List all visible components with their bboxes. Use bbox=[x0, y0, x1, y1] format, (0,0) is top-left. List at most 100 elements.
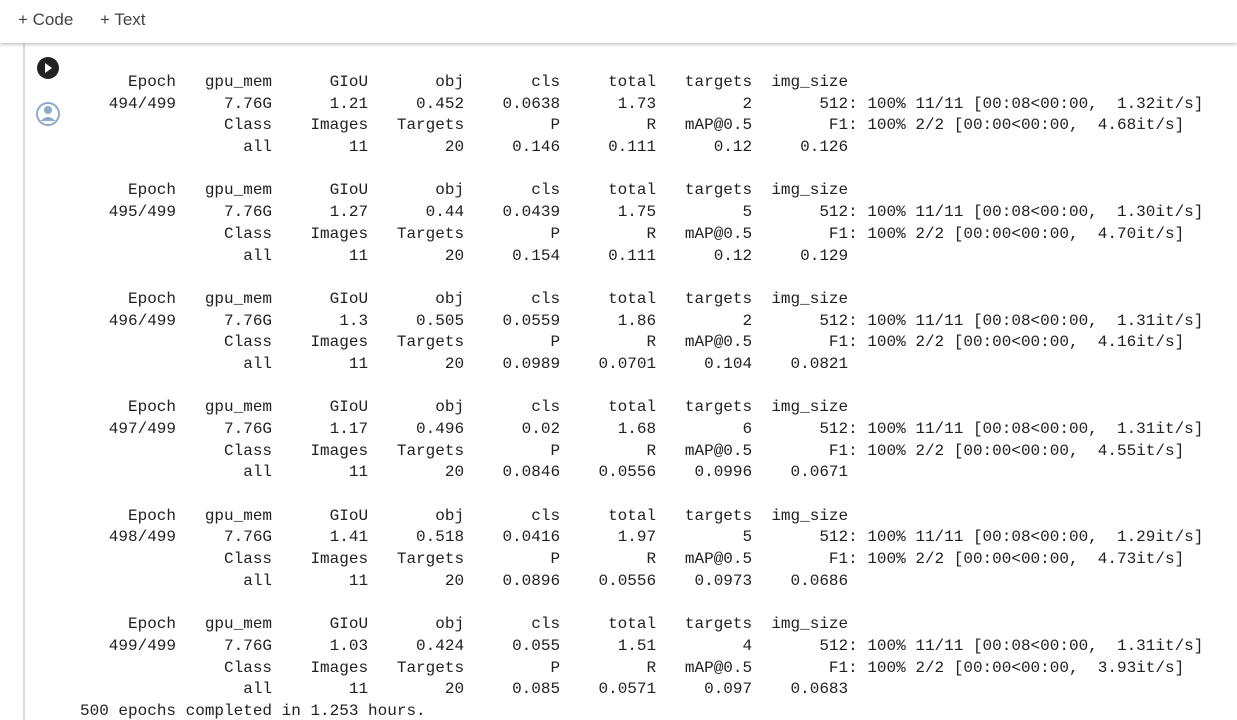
val-results-cell: 11 bbox=[348, 680, 369, 699]
train-stats-cell: 0.02 bbox=[521, 420, 561, 438]
train-header-cell: Epoch bbox=[128, 181, 177, 200]
val-results-cell: 0.0821 bbox=[790, 354, 849, 373]
val-header-cell: P bbox=[550, 116, 561, 135]
train-stats-cell: 496/499 bbox=[108, 311, 177, 330]
val-header-cell: mAP@0.5 bbox=[684, 333, 753, 352]
train-stats-cell: 0.0559 bbox=[502, 311, 561, 330]
train-stats-cell: 1.51 bbox=[617, 636, 657, 655]
val-results-cell: 0.085 bbox=[512, 680, 561, 699]
train-stats-cell: 7.76G bbox=[224, 311, 273, 330]
train-stats-cell: 7.76G bbox=[224, 636, 273, 655]
train-header-cell: targets bbox=[684, 181, 753, 200]
train-stats-cell: 0.496 bbox=[416, 420, 465, 438]
train-header-line: Epoch gpu_mem GIoU obj cls total targets img_si… bbox=[80, 397, 1203, 419]
val-header-cell: Images bbox=[310, 116, 369, 135]
train-stats-cell: 0.0416 bbox=[502, 528, 561, 547]
val-results-cell: 0.0989 bbox=[502, 354, 561, 373]
train-progress: : 100% 11/11 [00:08<00:00, 1.31it/s] bbox=[848, 420, 1204, 438]
cell-icons bbox=[36, 57, 60, 126]
train-header-cell: img_size bbox=[771, 73, 849, 91]
train-header-cell: cls bbox=[531, 73, 561, 91]
blank-line bbox=[80, 267, 1203, 289]
blank-line bbox=[80, 484, 1203, 506]
val-results-cell: 0.0896 bbox=[502, 571, 561, 590]
val-header-cell: P bbox=[550, 550, 561, 569]
train-header-cell: Epoch bbox=[128, 506, 177, 525]
train-stats-cell: 5 bbox=[742, 528, 753, 547]
run-button[interactable] bbox=[37, 57, 59, 79]
val-results-cell: 0.111 bbox=[608, 138, 657, 157]
add-text-button[interactable]: + Text bbox=[100, 10, 146, 29]
train-stats-cell: 0.518 bbox=[416, 528, 465, 547]
train-header-cell: total bbox=[608, 398, 657, 417]
train-header-cell: obj bbox=[435, 506, 465, 525]
train-header-cell: cls bbox=[531, 615, 561, 634]
train-stats-cell: 1.03 bbox=[329, 636, 369, 655]
train-stats-cell: 494/499 bbox=[108, 94, 177, 113]
train-header-cell: gpu_mem bbox=[204, 289, 273, 308]
val-results-cell: 0.0973 bbox=[694, 571, 753, 590]
train-header-cell: gpu_mem bbox=[204, 615, 273, 634]
train-header-cell: cls bbox=[531, 289, 561, 308]
val-header-cell: Class bbox=[224, 441, 273, 460]
val-header-cell: P bbox=[550, 441, 561, 460]
val-progress: : 100% 2/2 [00:00<00:00, 4.55it/s] bbox=[848, 441, 1185, 460]
train-stats-cell: 0.0638 bbox=[502, 94, 561, 113]
train-stats-cell: 1.17 bbox=[329, 420, 369, 438]
train-stats-cell: 498/499 bbox=[108, 528, 177, 547]
train-stats-cell: 1.68 bbox=[617, 420, 657, 438]
train-stats-cell: 1.97 bbox=[617, 528, 657, 547]
summary-line: 500 epochs completed in 1.253 hours. bbox=[80, 701, 426, 720]
train-header-cell: img_size bbox=[771, 181, 849, 200]
val-results-cell: 0.0701 bbox=[598, 354, 657, 373]
val-results-line: all 11 20 0.085 0.0571 0.097 0.0683 bbox=[80, 679, 1203, 701]
train-header-cell: total bbox=[608, 289, 657, 308]
val-results-line: all 11 20 0.0896 0.0556 0.0973 0.0686 bbox=[80, 571, 1203, 593]
val-results-cell: 0.0683 bbox=[790, 680, 849, 699]
val-results-cell: 0.154 bbox=[512, 246, 561, 265]
val-header-cell: R bbox=[646, 550, 657, 569]
train-stats-cell: 6 bbox=[742, 420, 753, 438]
train-stats-cell: 512 bbox=[819, 94, 849, 113]
val-results-cell: 20 bbox=[444, 246, 465, 265]
train-header-cell: obj bbox=[435, 615, 465, 634]
train-header-cell: total bbox=[608, 73, 657, 91]
val-header-cell: F1 bbox=[828, 441, 849, 460]
train-stats-cell: 0.424 bbox=[416, 636, 465, 655]
val-header-cell: F1 bbox=[828, 116, 849, 135]
val-results-cell: 11 bbox=[348, 246, 369, 265]
train-header-cell: obj bbox=[435, 181, 465, 200]
train-stats-cell: 7.76G bbox=[224, 420, 273, 438]
val-progress: : 100% 2/2 [00:00<00:00, 4.73it/s] bbox=[848, 550, 1185, 569]
val-results-line: all 11 20 0.146 0.111 0.12 0.126 bbox=[80, 137, 1203, 159]
train-header-cell: GIoU bbox=[329, 73, 369, 91]
val-header-cell: F1 bbox=[828, 550, 849, 569]
train-stats-cell: 2 bbox=[742, 311, 753, 330]
train-stats-line: 494/499 7.76G 1.21 0.452 0.0638 1.73 2 512: 100… bbox=[80, 94, 1204, 116]
train-stats-cell: 512 bbox=[819, 420, 849, 438]
train-stats-cell: 512 bbox=[819, 528, 849, 547]
val-results-cell: 0.104 bbox=[704, 354, 753, 373]
val-results-cell: 0.146 bbox=[512, 138, 561, 157]
val-header-cell: F1 bbox=[828, 333, 849, 352]
val-header-cell: Targets bbox=[396, 116, 465, 135]
val-header-cell: R bbox=[646, 116, 657, 135]
train-header-cell: total bbox=[608, 181, 657, 200]
train-stats-cell: 2 bbox=[742, 94, 753, 113]
train-header-cell: Epoch bbox=[128, 73, 177, 91]
val-results-cell: 0.129 bbox=[800, 246, 849, 265]
train-header-cell: GIoU bbox=[329, 398, 369, 417]
add-code-button[interactable]: + Code bbox=[18, 10, 74, 29]
train-stats-cell: 7.76G bbox=[224, 94, 273, 113]
train-stats-cell: 1.86 bbox=[617, 311, 657, 330]
val-header-cell: Targets bbox=[396, 658, 465, 677]
train-stats-cell: 7.76G bbox=[224, 528, 273, 547]
train-header-line: Epoch gpu_mem GIoU obj cls total targets img_si… bbox=[80, 289, 1203, 311]
train-header-cell: img_size bbox=[771, 506, 849, 525]
cell-border bbox=[23, 43, 25, 720]
train-progress: : 100% 11/11 [00:08<00:00, 1.32it/s] bbox=[848, 94, 1204, 113]
val-results-cell: 20 bbox=[444, 463, 465, 482]
val-results-cell: 0.0671 bbox=[790, 463, 849, 482]
